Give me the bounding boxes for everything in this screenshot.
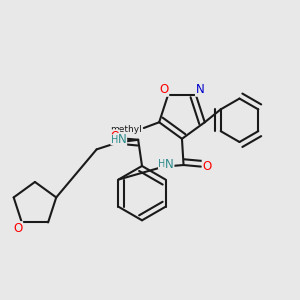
Text: O: O (202, 160, 212, 173)
Text: N: N (118, 133, 127, 146)
Text: O: O (159, 83, 169, 96)
Text: H: H (111, 135, 118, 145)
Text: O: O (110, 130, 119, 143)
Text: N: N (165, 158, 174, 171)
Text: H: H (158, 159, 166, 169)
Text: O: O (13, 222, 22, 235)
Text: N: N (196, 83, 204, 96)
Text: methyl: methyl (110, 125, 142, 134)
